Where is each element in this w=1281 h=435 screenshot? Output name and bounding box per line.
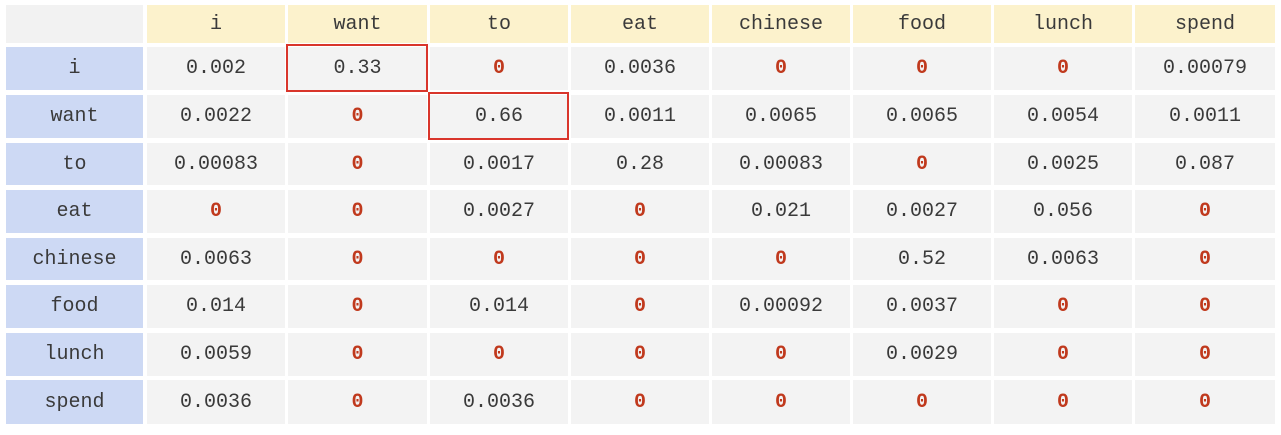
row-header: want	[6, 95, 143, 138]
table-cell: 0.0029	[853, 333, 991, 376]
row-header: chinese	[6, 238, 143, 280]
table-cell: 0	[430, 47, 568, 90]
table-cell: 0	[853, 143, 991, 185]
table-cell: 0.00083	[147, 143, 285, 185]
table-cell: 0.28	[571, 143, 709, 185]
column-header: chinese	[712, 5, 850, 43]
table-cell: 0.0037	[853, 285, 991, 328]
row-header: eat	[6, 190, 143, 233]
table-cell: 0	[571, 285, 709, 328]
column-header: want	[288, 5, 427, 43]
table-cell: 0.0011	[571, 95, 709, 138]
table-cell: 0	[1135, 285, 1275, 328]
table-cell: 0	[994, 47, 1132, 90]
table-cell: 0	[712, 380, 850, 424]
table-cell: 0.014	[430, 285, 568, 328]
table-cell: 0.00079	[1135, 47, 1275, 90]
table-cell: 0.0054	[994, 95, 1132, 138]
table-cell: 0.00083	[712, 143, 850, 185]
table-cell: 0	[147, 190, 285, 233]
row-header: spend	[6, 380, 143, 424]
table-cell: 0.0017	[430, 143, 568, 185]
table-cell: 0	[571, 238, 709, 280]
table-cell: 0	[853, 47, 991, 90]
row-header: i	[6, 47, 143, 90]
table-cell: 0	[853, 380, 991, 424]
table-cell: 0	[712, 238, 850, 280]
row-header: food	[6, 285, 143, 328]
table-cell: 0	[712, 333, 850, 376]
table-cell: 0	[571, 380, 709, 424]
table-cell: 0	[288, 238, 427, 280]
table-cell: 0.0036	[430, 380, 568, 424]
table-cell: 0.087	[1135, 143, 1275, 185]
column-header: to	[430, 5, 568, 43]
table-cell: 0	[994, 285, 1132, 328]
table-cell: 0	[288, 380, 427, 424]
table-cell: 0.0022	[147, 95, 285, 138]
table-cell: 0	[288, 190, 427, 233]
table-cell: 0	[571, 333, 709, 376]
column-header: eat	[571, 5, 709, 43]
table-cell: 0.0027	[853, 190, 991, 233]
table-cell: 0.00092	[712, 285, 850, 328]
table-cell: 0.0036	[147, 380, 285, 424]
table-cell: 0.002	[147, 47, 285, 90]
table-cell: 0	[1135, 333, 1275, 376]
table-cell: 0.014	[147, 285, 285, 328]
table-cell: 0.0063	[994, 238, 1132, 280]
corner-cell	[6, 5, 143, 43]
table-cell: 0	[1135, 380, 1275, 424]
table-cell: 0.021	[712, 190, 850, 233]
column-header: spend	[1135, 5, 1275, 43]
table-cell: 0.0011	[1135, 95, 1275, 138]
row-header: lunch	[6, 333, 143, 376]
table-cell: 0	[712, 47, 850, 90]
table-cell: 0	[994, 333, 1132, 376]
table-cell: 0.0065	[712, 95, 850, 138]
table-cell: 0	[1135, 238, 1275, 280]
table-cell: 0.0059	[147, 333, 285, 376]
table-cell: 0	[1135, 190, 1275, 233]
column-header: lunch	[994, 5, 1132, 43]
column-header: food	[853, 5, 991, 43]
table-cell: 0.33	[288, 47, 427, 90]
table-cell: 0.056	[994, 190, 1132, 233]
table-cell: 0.0065	[853, 95, 991, 138]
table-cell: 0.0063	[147, 238, 285, 280]
table-cell: 0	[994, 380, 1132, 424]
column-header: i	[147, 5, 285, 43]
row-header: to	[6, 143, 143, 185]
table-cell: 0.0036	[571, 47, 709, 90]
table-cell: 0.0025	[994, 143, 1132, 185]
table-cell: 0	[288, 285, 427, 328]
table-cell: 0	[288, 95, 427, 138]
table-cell: 0.0027	[430, 190, 568, 233]
table-cell: 0	[288, 143, 427, 185]
table-cell: 0	[430, 333, 568, 376]
table-cell: 0.52	[853, 238, 991, 280]
table-cell: 0	[288, 333, 427, 376]
table-cell: 0.66	[430, 95, 568, 138]
table-cell: 0	[430, 238, 568, 280]
table-cell: 0	[571, 190, 709, 233]
